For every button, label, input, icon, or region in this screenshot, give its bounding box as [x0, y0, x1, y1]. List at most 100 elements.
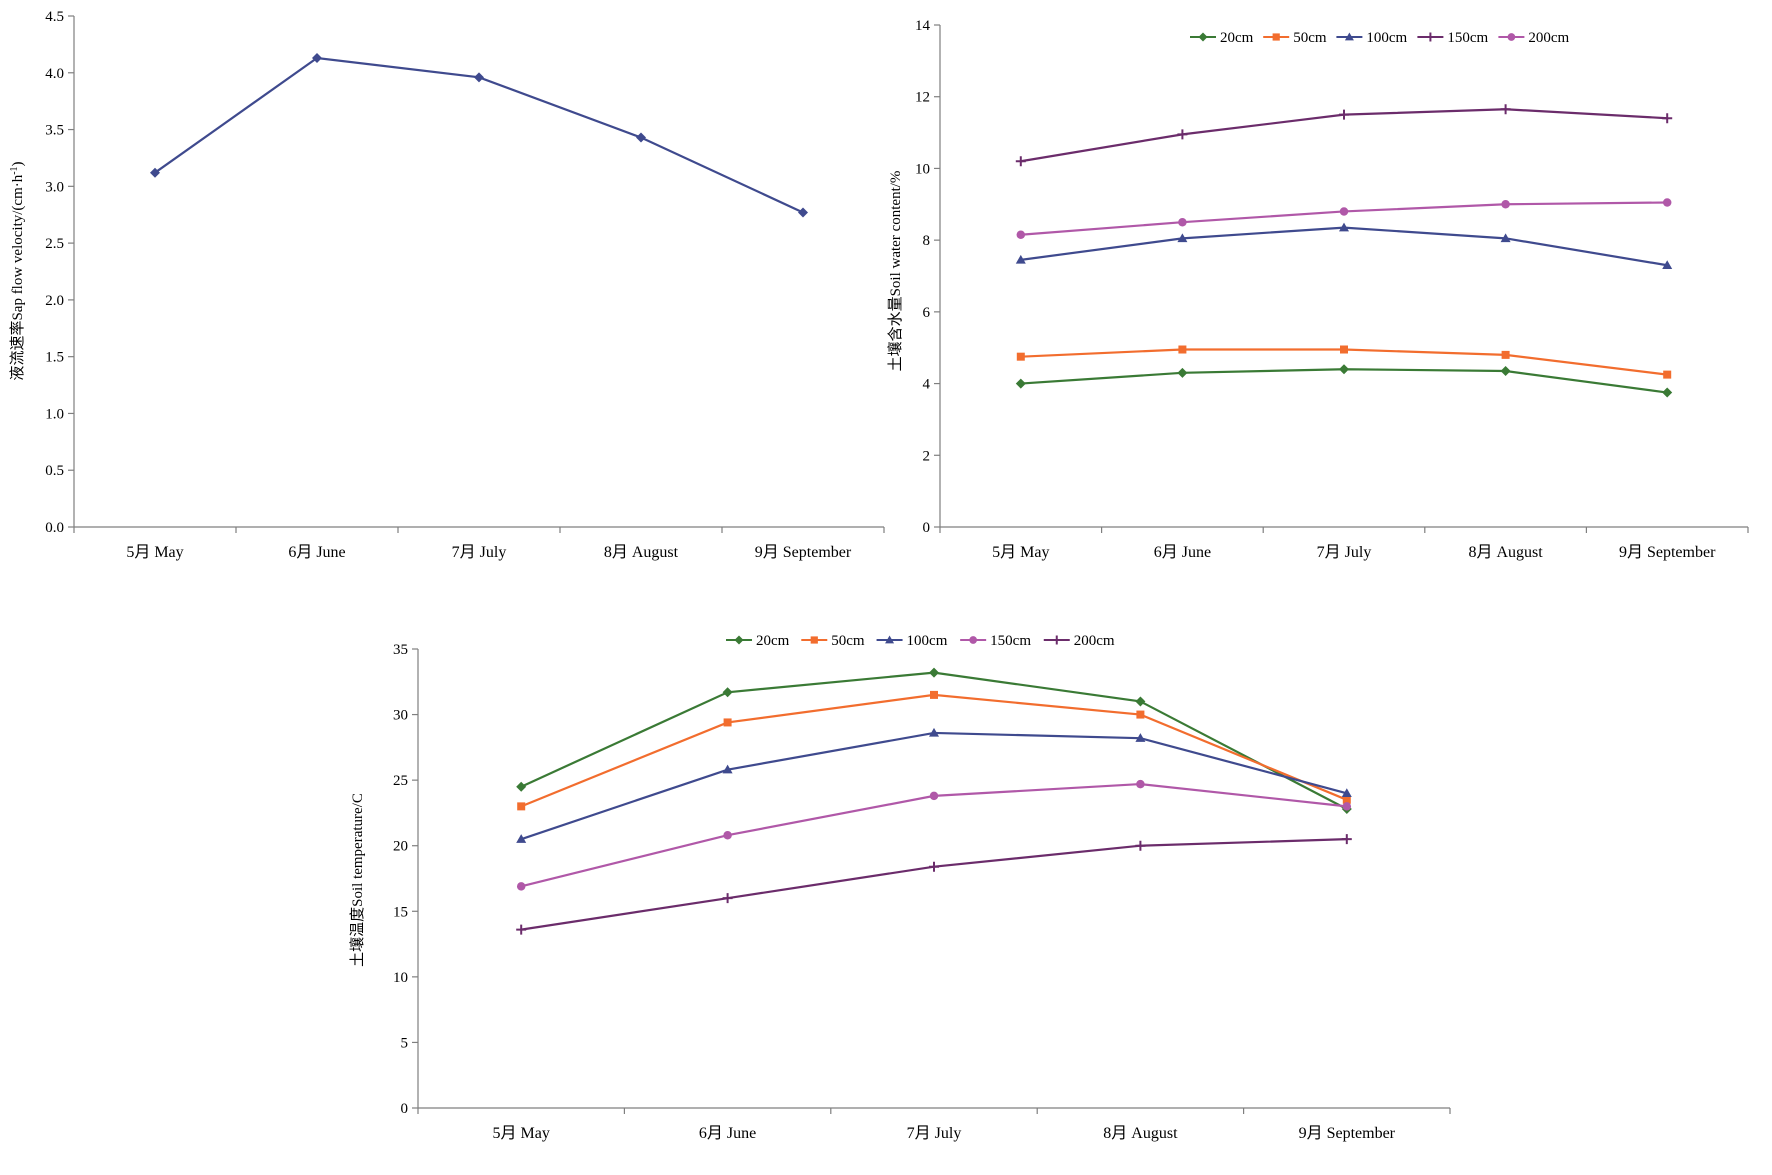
y-tick-label: 4.5 [45, 9, 64, 25]
y-axis-title-text: 土壤含水量Soil water content/% [886, 171, 904, 372]
x-tick-label: 7月 July [1317, 544, 1372, 561]
x-tick-label: 8月 August [1468, 544, 1543, 561]
x-tick-label: 8月 August [1103, 1125, 1178, 1142]
data-point [516, 882, 526, 891]
y-tick-label: 0 [923, 520, 931, 536]
legend-label: 20cm [756, 633, 790, 649]
x-tick-label: 9月 September [1619, 544, 1716, 561]
y-axis-title-end: ) [10, 161, 26, 166]
y-tick-label: 30 [393, 708, 408, 724]
y-axis-title: 土壤含水量Soil water content/% [886, 171, 904, 372]
data-point [516, 924, 527, 935]
legend-marker [1507, 33, 1516, 41]
y-tick-label: 8 [923, 233, 931, 249]
y-tick-label: 5 [401, 1035, 409, 1051]
legend-label: 50cm [1293, 30, 1327, 46]
y-tick-label: 0 [401, 1101, 409, 1117]
legend-label: 100cm [1366, 30, 1407, 46]
data-point [1178, 217, 1187, 227]
y-tick-label: 4 [923, 377, 931, 393]
legend-marker [969, 636, 977, 644]
data-point [1341, 788, 1352, 798]
data-point [1339, 222, 1349, 232]
data-point [1662, 260, 1673, 269]
chart-2: 0 2 4 6 8 10 12 14 5月 May 6月 June 7月 July 8月 August… [886, 18, 1749, 561]
y-axis-title-superscript: -1 [9, 166, 20, 174]
y-tick-label: 15 [393, 904, 408, 920]
data-point [929, 667, 939, 678]
y-tick-label: 35 [393, 642, 408, 658]
series-150cm [1015, 104, 1673, 167]
y-tick-label: 10 [393, 970, 408, 986]
legend-marker [734, 635, 744, 645]
series-200cm [1016, 198, 1672, 240]
legend-label: 50cm [831, 633, 865, 649]
x-tick-label: 6月 June [288, 544, 345, 561]
data-point [1015, 156, 1026, 167]
legend-label: 20cm [1220, 30, 1254, 46]
legend-marker [885, 635, 895, 644]
data-point [1135, 733, 1146, 742]
y-axis-title-text: 液流速率Sap flow velocity/(cm·h [9, 174, 26, 380]
data-point [722, 893, 733, 904]
y-tick-label: 20 [393, 839, 408, 855]
legend-label: 200cm [1074, 633, 1115, 649]
series-100cm [516, 727, 1352, 843]
y-tick-label: 2 [923, 448, 931, 464]
data-point [1501, 350, 1510, 359]
data-point [517, 802, 526, 811]
data-point [1662, 113, 1673, 124]
data-point [1339, 109, 1349, 120]
x-tick-label: 5月 May [126, 544, 183, 561]
y-tick-label: 25 [393, 773, 408, 789]
y-tick-label: 3.5 [45, 123, 64, 139]
legend-label: 200cm [1528, 30, 1569, 46]
data-point [1663, 370, 1672, 379]
y-tick-label: 1.0 [45, 406, 64, 422]
data-point [312, 53, 322, 64]
x-tick-label: 5月 May [992, 544, 1049, 561]
x-tick-label: 7月 July [452, 544, 507, 561]
x-tick-label: 9月 September [755, 544, 852, 561]
data-point [1136, 710, 1145, 719]
series-150cm [516, 779, 1352, 891]
data-point [1342, 802, 1352, 811]
data-point [1015, 254, 1026, 264]
legend-marker [1272, 33, 1280, 41]
x-tick-label: 6月 June [1154, 544, 1211, 561]
chart-3: 0 5 10 15 20 25 30 35 5月 May 6月 June 7月 July 8月 Aug… [348, 633, 1451, 1142]
data-point [1501, 200, 1510, 209]
legend: 20cm 50cm 100cm 150cm 200cm [726, 633, 1115, 649]
data-point [1662, 387, 1673, 398]
data-point [1341, 834, 1352, 845]
legend: 20cm 50cm 100cm 150cm 200cm [1190, 30, 1570, 46]
data-point [1339, 207, 1349, 216]
data-point [1178, 345, 1187, 354]
data-point [1177, 367, 1188, 378]
legend-marker [1052, 635, 1062, 645]
data-point [723, 718, 732, 727]
x-tick-label: 6月 June [699, 1125, 756, 1142]
legend-marker [1198, 32, 1208, 42]
y-tick-label: 3.0 [45, 179, 64, 195]
data-point [929, 727, 939, 737]
series-line [521, 838, 1347, 931]
data-point [636, 132, 646, 143]
series-line [1020, 226, 1668, 267]
y-tick-label: 14 [915, 18, 931, 34]
legend-label: 150cm [990, 633, 1031, 649]
legend-marker [1425, 32, 1435, 42]
data-point [1177, 233, 1188, 243]
series-20cm [1015, 364, 1673, 398]
data-point [1342, 795, 1351, 804]
data-point [722, 687, 733, 698]
y-tick-label: 6 [923, 305, 931, 321]
data-point [929, 861, 939, 872]
y-tick-label: 2.5 [45, 236, 64, 252]
chart-1: 0.0 0.5 1.0 1.5 2.0 2.5 3.0 3.5 4.0 4.5 5月 May 6月 J… [9, 9, 885, 561]
data-point [1136, 779, 1145, 789]
data-point [930, 690, 938, 699]
y-axis-title: 液流速率Sap flow velocity/(cm·h-1) [9, 161, 27, 380]
data-point [516, 834, 527, 843]
